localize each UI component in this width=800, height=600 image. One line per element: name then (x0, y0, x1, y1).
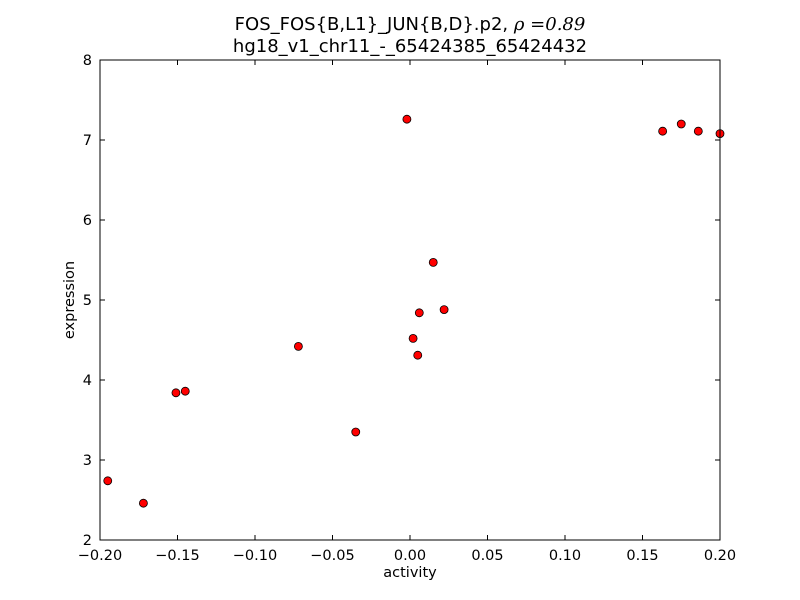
data-point (658, 126, 668, 136)
y-tick-label: 7 (83, 133, 92, 149)
data-point (439, 305, 449, 315)
x-tick-label: 0.10 (549, 548, 581, 564)
x-tick-label: 0.15 (626, 548, 658, 564)
data-point (351, 427, 361, 437)
data-point (408, 333, 418, 343)
data-point (103, 476, 113, 486)
data-point (171, 388, 181, 398)
data-point (293, 341, 303, 351)
data-point (428, 257, 438, 267)
x-tick-label: 0.00 (394, 548, 426, 564)
points-layer (103, 114, 725, 508)
x-tick-label: 0.05 (471, 548, 503, 564)
y-tick-label: 3 (83, 453, 92, 469)
data-point (676, 119, 686, 129)
ticks-layer: −0.20 −0.15 −0.10 −0.05 0.00 0.05 0.10 0.15 0.20… (78, 53, 736, 564)
y-axis-label: expression (62, 261, 78, 339)
y-tick-label: 6 (83, 213, 92, 229)
data-point (413, 350, 423, 360)
plot-frame (99, 59, 721, 541)
x-tick-label: 0.20 (704, 548, 736, 564)
x-tick-label: −0.20 (78, 548, 122, 564)
x-tick-label: −0.15 (155, 548, 199, 564)
y-tick-label: 5 (83, 293, 92, 309)
x-tick-label: −0.10 (233, 548, 277, 564)
x-axis-label: activity (383, 565, 437, 581)
x-tick-label: −0.05 (310, 548, 354, 564)
chart-title-line1: FOS_FOS{B,L1}_JUN{B,D}.p2, ρ =0.89 (235, 14, 586, 35)
data-point (180, 386, 190, 396)
y-tick-label: 4 (83, 373, 92, 389)
data-point (414, 308, 424, 318)
chart-title-rho: ρ =0.89 (513, 14, 585, 35)
chart-title-line2: hg18_v1_chr11_-_65424385_65424432 (233, 36, 587, 57)
data-point (693, 126, 703, 136)
y-tick-label: 8 (83, 53, 92, 69)
chart-title-main: FOS_FOS{B,L1}_JUN{B,D}.p2, (235, 14, 514, 35)
y-tick-label: 2 (83, 533, 92, 549)
data-point (402, 114, 412, 124)
data-point (138, 498, 148, 508)
